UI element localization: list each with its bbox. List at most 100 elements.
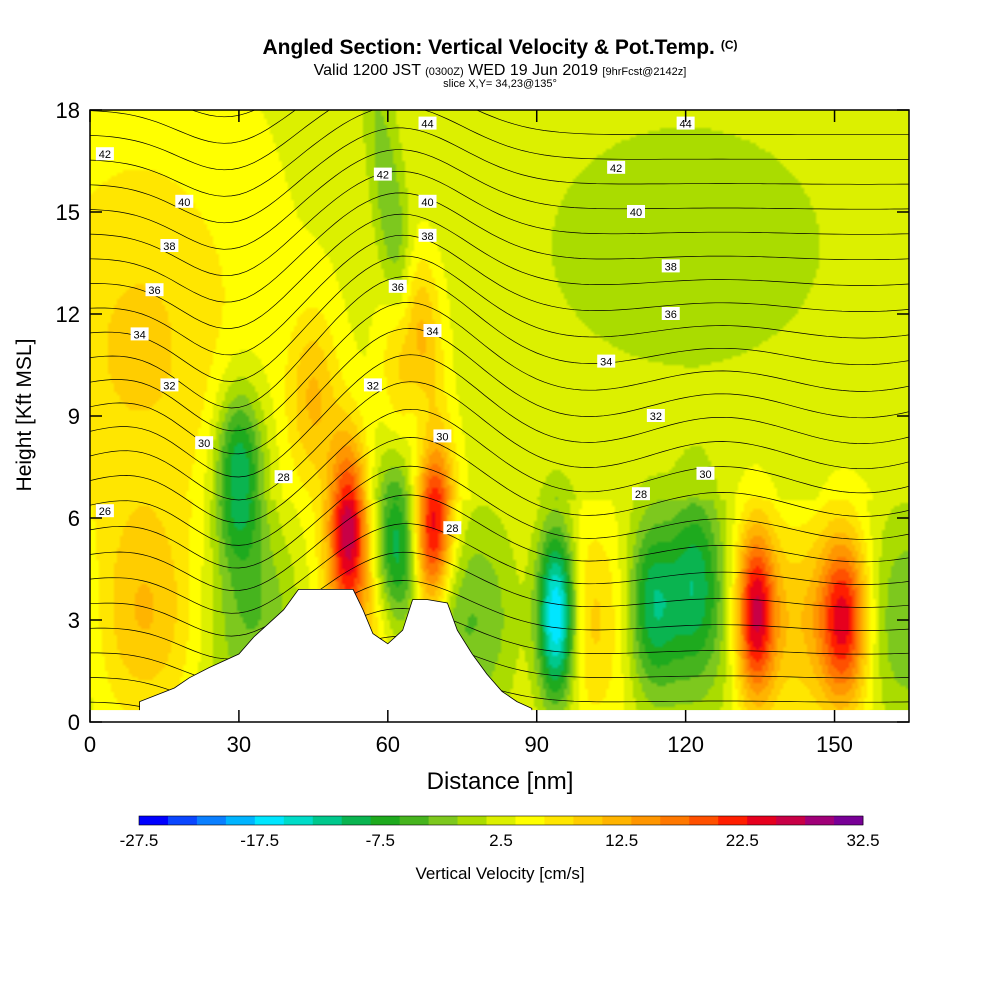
contour-label-box [274,470,293,484]
isentrope-line [90,523,909,614]
contour-label-box [696,466,715,480]
contour-label: 42 [377,170,389,182]
colorbar-swatch [196,816,227,825]
contour-label-box [607,160,626,174]
contour-label-box [661,259,680,273]
colorbar-swatch [370,816,401,825]
colorbar-swatch [486,816,516,825]
vertical-velocity-field [90,110,909,722]
contour-label: 38 [163,241,175,253]
contour-label-box [195,436,214,450]
contour-label-box [145,283,164,297]
colorbar-swatch [602,816,632,825]
forecast-info: [9hrFcst@2142z] [602,66,687,78]
colorbar-swatch [341,816,372,825]
contour-label-box [661,307,680,320]
colorbar-tick-label: -17.5 [240,831,279,850]
colorbar-title: Vertical Velocity [cm/s] [415,864,585,883]
contour-label: 38 [421,231,433,243]
contour-label-box [95,147,114,161]
y-tick-label: 0 [68,710,80,735]
contour-label: 36 [392,282,404,294]
isentrope-line [90,381,909,501]
colorbar-tick-label: -7.5 [366,831,395,850]
valid-time: Valid 1200 JST [313,62,421,79]
isentrope-line [90,580,909,660]
isentrope-line [90,255,909,382]
x-axis-label: Distance [nm] [426,768,574,795]
contour-label-box [627,205,645,218]
slice-info: slice X,Y= 34,23@135° [443,78,557,90]
isentrope-line [90,302,909,432]
colorbar-swatch [515,816,545,825]
isentrope-line [90,551,909,637]
contour-label-box [373,167,392,181]
contour-label: 42 [99,149,111,161]
colorbar-swatch [399,816,429,825]
y-tick-label: 9 [68,404,80,429]
contour-label: 36 [148,285,160,297]
x-axis: 0 30 60 90 120 150 [84,110,853,757]
colorbar-swatch [834,816,864,825]
colorbar-tick-label: 32.5 [846,831,879,850]
x-tick-label: 120 [667,732,704,757]
colorbar-tick-label: 22.5 [726,831,759,850]
contour-label: 42 [610,163,622,175]
contour-label: 40 [178,197,190,209]
contour-label-box [363,378,382,392]
contour-label-box [388,279,407,293]
colorbar-tick-label: 2.5 [489,831,513,850]
contour-label-box [676,116,695,130]
colorbar-swatch [225,816,256,825]
colorbar-swatch [805,816,835,825]
contour-label: 34 [600,357,612,369]
y-axis-label: Height [Kft MSL] [13,338,36,492]
y-tick-label: 3 [68,608,80,633]
contour-label-box [423,324,442,337]
ground-strip [90,710,909,722]
colorbar-swatch [254,816,285,825]
contour-label-box [597,354,616,368]
isentrope-line [90,234,909,356]
valid-utc: (0300Z) [425,66,464,78]
contour-label: 34 [426,326,438,338]
colorbar-swatch [428,816,458,825]
isentrope-line [90,0,909,64]
contour-label: 30 [198,438,210,450]
contour-label-box [95,504,114,518]
y-tick-label: 12 [56,302,80,327]
colorbar-swatch [776,816,806,825]
terrain-mask [139,589,533,722]
isentrope-line [90,494,909,591]
contour-label: 34 [134,329,146,341]
contour-label: 44 [421,119,433,131]
plot-area: 42 40 38 36 34 32 30 28 26 44 42 40 38 36 34 32 30 28 44 42… [90,0,909,722]
x-tick-label: 150 [816,732,853,757]
contour-label: 28 [446,523,458,535]
isentrope-line [90,437,909,546]
x-tick-label: 60 [376,732,400,757]
chart-title-text: Angled Section: Vertical Velocity & Pot.… [262,36,715,59]
contour-label: 28 [277,472,289,484]
y-tick-label: 18 [56,98,80,123]
isentrope-line [190,110,256,118]
contour-label: 40 [421,197,433,209]
isentrope-line [90,18,909,90]
colorbar-swatch [457,816,487,825]
contour-label-box [433,429,452,443]
isentrope-line [90,110,909,171]
contour-label: 38 [665,261,677,273]
x-tick-label: 30 [227,732,251,757]
isentrope-line [368,718,430,722]
isentrope-line [90,127,909,224]
isentrope-line [90,408,909,524]
colorbar-swatch [167,816,198,825]
contour-label: 32 [650,411,662,423]
isentrope-line [90,110,909,144]
isentrope-line [90,354,909,478]
contour-label: 32 [367,380,379,392]
y-tick-label: 6 [68,506,80,531]
chart-subtitle: Valid 1200 JST (0300Z) WED 19 Jun 2019 [… [0,62,1000,80]
